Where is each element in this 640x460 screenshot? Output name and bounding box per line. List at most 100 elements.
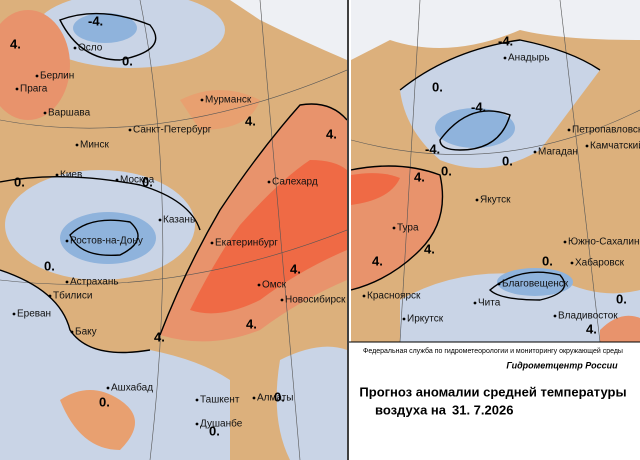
isoline-label: 4. xyxy=(245,113,256,128)
city-dot xyxy=(362,294,366,298)
city-label: Красноярск xyxy=(367,291,421,302)
isoline-label: 4. xyxy=(290,261,301,276)
city-dot xyxy=(267,180,271,184)
isoline-label: -4. xyxy=(425,141,440,156)
city-dot xyxy=(195,398,199,402)
city-label: Камчатский xyxy=(590,141,640,152)
isoline-label: 4. xyxy=(424,241,435,256)
isoline-label: 4. xyxy=(154,329,165,344)
city-label: Екатеринбург xyxy=(215,237,278,249)
city-dot xyxy=(200,98,204,102)
city-dot xyxy=(497,282,501,286)
agency-label: Федеральная служба по гидрометеорологии … xyxy=(363,347,623,355)
isoline-label: 0. xyxy=(122,53,133,68)
city-dot xyxy=(503,56,507,60)
isoline-label: -4. xyxy=(88,13,103,28)
city-dot xyxy=(158,218,162,222)
city-label: Казань xyxy=(163,215,195,226)
isoline-label: 0. xyxy=(542,253,553,268)
isoline-label: 0. xyxy=(502,153,513,168)
isoline-label: 4. xyxy=(586,321,597,336)
city-dot xyxy=(106,386,110,390)
isoline-label: 0. xyxy=(14,174,25,189)
isoline-label: -4. xyxy=(471,99,486,114)
city-dot xyxy=(195,422,199,426)
city-label: Алматы xyxy=(257,393,294,404)
right-map xyxy=(351,0,640,342)
isoline-label: 0. xyxy=(616,291,627,306)
city-label: Мурманск xyxy=(205,95,252,106)
city-label: Прага xyxy=(20,84,48,95)
city-label: Тура xyxy=(397,223,419,234)
city-label: Омск xyxy=(262,280,287,291)
city-dot xyxy=(115,178,119,182)
city-label: Осло xyxy=(78,43,103,54)
city-label: Астрахань xyxy=(70,277,119,288)
isoline-label: 0. xyxy=(142,174,153,189)
city-label: Владивосток xyxy=(558,311,618,322)
city-dot xyxy=(43,111,47,115)
isoline-label: 0. xyxy=(441,163,452,178)
isoline-label: 0. xyxy=(99,394,110,409)
city-dot xyxy=(402,317,406,321)
city-dot xyxy=(35,74,39,78)
city-dot xyxy=(65,239,69,243)
city-label: Магадан xyxy=(538,147,578,158)
city-label: Москва xyxy=(120,175,155,186)
city-label: Чита xyxy=(478,298,501,309)
city-dot xyxy=(475,198,479,202)
city-label: Киев xyxy=(60,170,82,181)
city-dot xyxy=(280,298,284,302)
city-dot xyxy=(563,240,567,244)
city-label: Ростов-на-Дону xyxy=(70,236,143,247)
city-dot xyxy=(567,128,571,132)
city-label: Салехард xyxy=(272,177,318,188)
city-dot xyxy=(70,330,74,334)
left-map xyxy=(0,0,347,460)
isoline-label: 4. xyxy=(326,126,337,141)
city-label: Ереван xyxy=(17,309,51,320)
center-label: Гидрометцентр России xyxy=(506,360,618,370)
city-label: Баку xyxy=(75,327,97,338)
city-label: Южно-Сахалинск xyxy=(568,237,640,248)
city-dot xyxy=(210,241,214,245)
isoline-label: 0. xyxy=(44,258,55,273)
city-dot xyxy=(553,314,557,318)
city-dot xyxy=(257,283,261,287)
city-dot xyxy=(585,144,589,148)
city-label: Благовещенск xyxy=(502,279,569,290)
isoline-label: 4. xyxy=(414,169,425,184)
isoline-label: 0. xyxy=(432,79,443,94)
city-dot xyxy=(392,226,396,230)
city-dot xyxy=(12,312,16,316)
city-label: Иркутск xyxy=(407,314,444,325)
city-label: Анадырь xyxy=(508,53,550,64)
city-dot xyxy=(533,150,537,154)
city-dot xyxy=(48,294,52,298)
city-label: Санкт-Петербург xyxy=(133,124,212,136)
city-dot xyxy=(128,128,132,132)
city-dot xyxy=(65,280,69,284)
isoline-label: 0. xyxy=(209,423,220,438)
title-line: Прогноз аномалии средней температуры xyxy=(359,384,626,399)
city-dot xyxy=(252,396,256,400)
city-label: Петропавловск xyxy=(572,125,640,136)
city-dot xyxy=(570,261,574,265)
city-dot xyxy=(473,301,477,305)
isoline-label: -4. xyxy=(498,33,513,48)
city-dot xyxy=(75,143,79,147)
city-dot xyxy=(15,87,19,91)
city-label: Хабаровск xyxy=(575,257,625,269)
isoline-label: 4. xyxy=(246,316,257,331)
city-label: Ашхабад xyxy=(111,382,153,394)
city-label: Новосибирск xyxy=(285,294,346,306)
city-dot xyxy=(55,173,59,177)
isoline-label: 0. xyxy=(274,389,285,404)
city-label: Варшава xyxy=(48,108,91,119)
isoline-label: 4. xyxy=(372,253,383,268)
city-label: Тбилиси xyxy=(53,290,92,302)
forecast-date: 31. 7.2026 xyxy=(452,402,513,417)
title-line: воздуха на xyxy=(375,402,447,417)
